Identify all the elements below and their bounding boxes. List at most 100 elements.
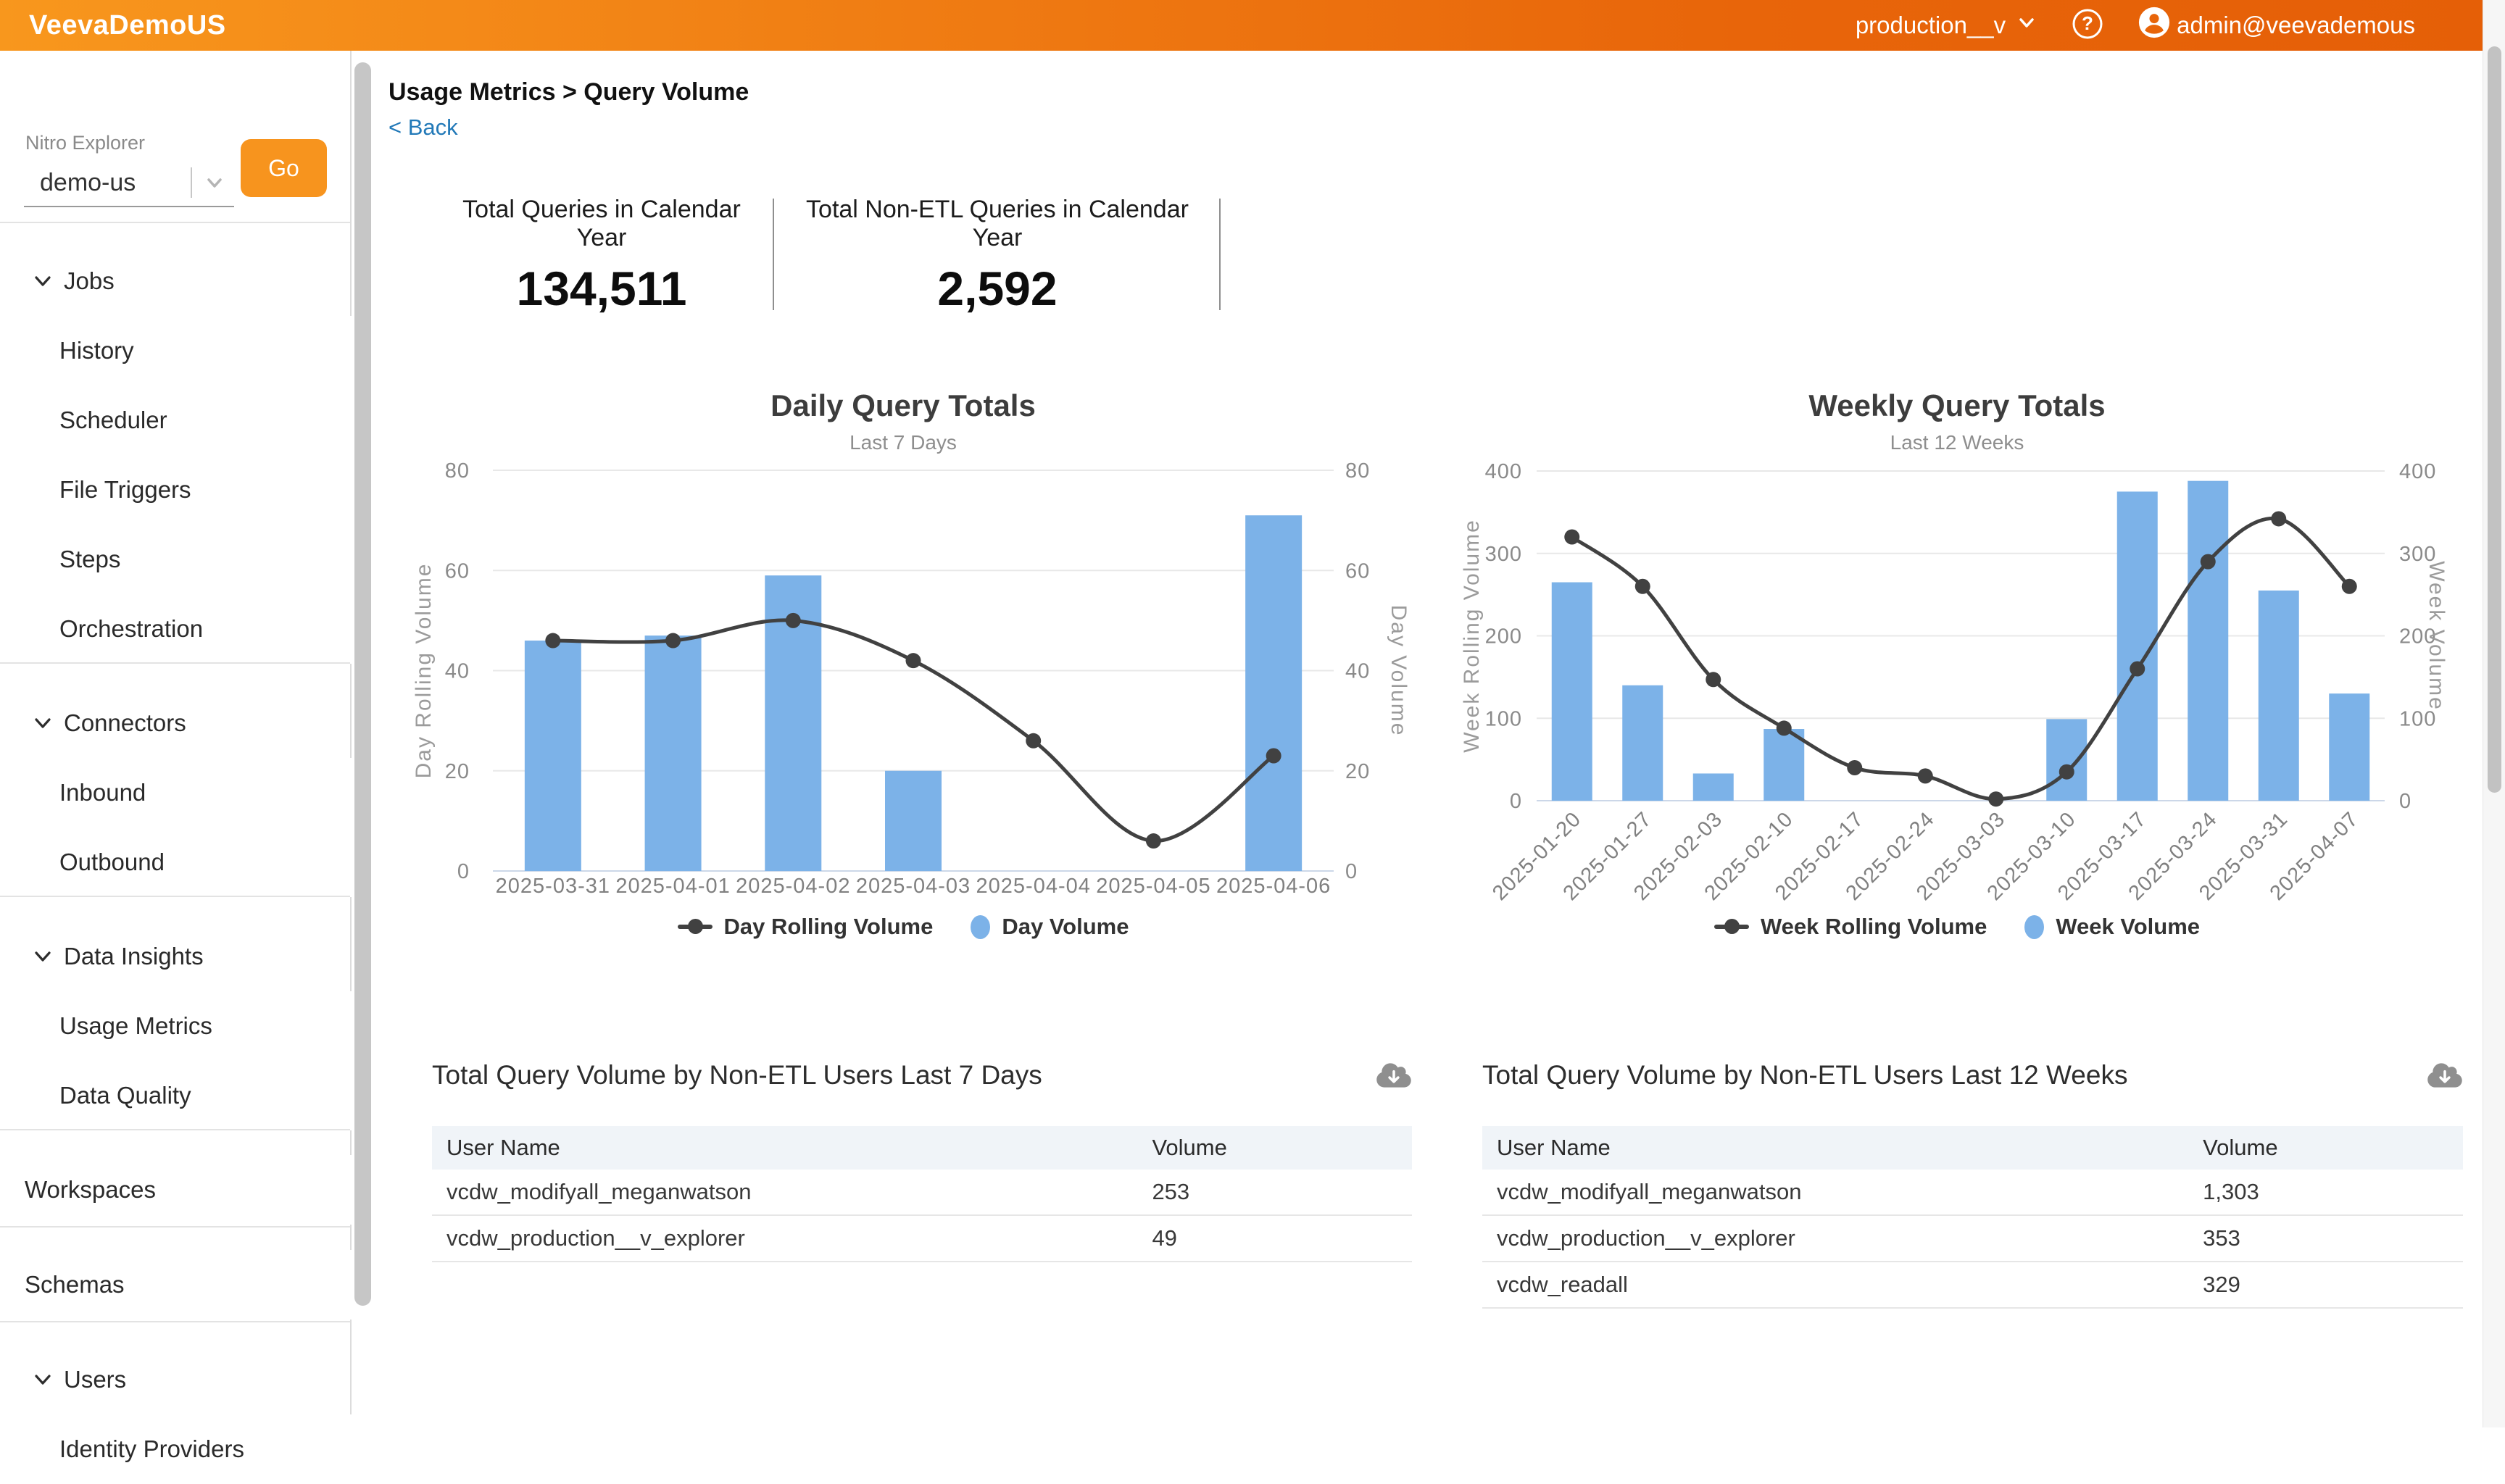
download-button[interactable]: [2427, 1062, 2463, 1089]
column-header-user-name: User Name: [432, 1126, 1138, 1170]
line-point-2025-04-05[interactable]: [1145, 833, 1161, 849]
sidebar-item-schemas[interactable]: Schemas: [0, 1250, 375, 1320]
stat-divider: [1219, 199, 1221, 310]
line-point-2025-04-03[interactable]: [905, 653, 921, 669]
svg-text:0: 0: [1345, 860, 1358, 883]
line-point-2025-01-20[interactable]: [1564, 529, 1580, 545]
chevron-down-icon: [2016, 12, 2037, 39]
legend-item-week-rolling-volume[interactable]: Week Rolling Volume: [1713, 914, 1987, 940]
line-point-2025-02-10[interactable]: [1776, 720, 1792, 736]
bar-2025-03-24[interactable]: [2188, 480, 2229, 801]
help-button[interactable]: ?: [2071, 7, 2104, 44]
legend-item-day-rolling-volume[interactable]: Day Rolling Volume: [677, 914, 933, 940]
sidebar-item-label: Outbound: [59, 849, 165, 875]
sidebar-item-label: Identity Providers: [59, 1435, 244, 1462]
chevron-down-icon: [32, 712, 54, 734]
table-title: Total Query Volume by Non-ETL Users Last…: [1482, 1060, 2128, 1090]
environment-dropdown[interactable]: production__v: [1856, 12, 2037, 39]
sidebar-item-identity-providers[interactable]: Identity Providers: [0, 1414, 410, 1484]
environment-label: production__v: [1855, 12, 2006, 38]
weekly-query-totals-chart: Weekly Query Totals Last 12 Weeks 0 0 100 100…: [1450, 377, 2464, 940]
line-point-2025-04-07[interactable]: [2341, 578, 2357, 594]
sidebar-item-jobs[interactable]: Jobs: [0, 246, 350, 316]
svg-text:200: 200: [1485, 625, 1522, 649]
svg-text:300: 300: [1485, 543, 1522, 566]
volume-cell: 1,303: [2188, 1170, 2463, 1216]
svg-text:0: 0: [1510, 790, 1522, 813]
line-point-2025-03-24[interactable]: [2200, 554, 2216, 570]
bar-2025-01-27[interactable]: [1622, 685, 1663, 801]
bar-2025-04-03[interactable]: [885, 770, 942, 871]
line-point-2025-04-01[interactable]: [665, 633, 681, 649]
line-point-2025-02-24[interactable]: [1917, 768, 1933, 784]
line-point-2025-04-04[interactable]: [1026, 733, 1042, 749]
sidebar-item-label: Workspaces: [25, 1176, 156, 1203]
line-point-2025-03-31[interactable]: [2271, 511, 2287, 527]
sidebar-divider: [0, 1129, 350, 1130]
daily-chart-legend: Day Rolling Volume Day Volume: [389, 914, 1418, 940]
sidebar-item-users[interactable]: Users: [0, 1345, 350, 1414]
line-point-2025-03-03[interactable]: [1988, 791, 2004, 807]
line-point-2025-03-17[interactable]: [2130, 661, 2145, 677]
user-name-cell: vcdw_production__v_explorer: [432, 1215, 1138, 1262]
sidebar-item-history[interactable]: History: [0, 316, 410, 385]
sidebar-item-usage-metrics[interactable]: Usage Metrics: [0, 991, 410, 1061]
bar-2025-03-31[interactable]: [524, 641, 581, 871]
line-point-2025-02-03[interactable]: [1706, 672, 1721, 688]
bar-2025-02-10[interactable]: [1764, 729, 1805, 801]
download-button[interactable]: [1376, 1062, 1412, 1089]
sidebar-item-orchestration[interactable]: Orchestration: [0, 594, 410, 664]
sidebar-item-steps[interactable]: Steps: [0, 525, 410, 594]
sidebar-item-label: Jobs: [64, 267, 115, 294]
legend-item-day-volume[interactable]: Day Volume: [971, 914, 1129, 940]
chevron-down-icon: [202, 170, 227, 195]
line-point-2025-04-06[interactable]: [1266, 748, 1281, 764]
sidebar-item-workspaces[interactable]: Workspaces: [0, 1155, 375, 1225]
line-point-2025-04-02[interactable]: [785, 612, 801, 628]
legend-item-week-volume[interactable]: Week Volume: [2024, 914, 2200, 940]
bar-2025-04-07[interactable]: [2329, 693, 2370, 801]
back-link[interactable]: < Back: [389, 114, 458, 140]
volume-cell: 353: [2188, 1215, 2463, 1262]
line-point-2025-01-27[interactable]: [1634, 578, 1650, 594]
bar-2025-04-06[interactable]: [1245, 515, 1303, 871]
svg-text:2025-04-06: 2025-04-06: [1216, 875, 1331, 898]
column-header-user-name: User Name: [1482, 1126, 2189, 1170]
sidebar-item-inbound[interactable]: Inbound: [0, 758, 410, 828]
svg-text:2025-04-03: 2025-04-03: [856, 875, 971, 898]
sidebar-item-data-insights[interactable]: Data Insights: [0, 922, 350, 991]
line-point-2025-03-31[interactable]: [545, 633, 561, 649]
svg-text:Last 7 Days: Last 7 Days: [849, 431, 957, 454]
sidebar-item-outbound[interactable]: Outbound: [0, 828, 410, 897]
go-button[interactable]: Go: [241, 139, 327, 197]
explorer-select[interactable]: demo-us: [24, 159, 234, 207]
sidebar-divider: [0, 1321, 350, 1322]
bar-2025-03-31[interactable]: [2258, 590, 2299, 801]
line-point-2025-03-10[interactable]: [2059, 764, 2074, 780]
daily-query-totals-chart: Daily Query Totals Last 7 Days 0 0 20 20 40 40 6…: [389, 377, 1418, 940]
svg-text:2025-03-31: 2025-03-31: [496, 875, 610, 898]
line-point-2025-02-17[interactable]: [1847, 760, 1863, 775]
sidebar-scrollbar-thumb[interactable]: [354, 62, 371, 1306]
page-scrollbar-track[interactable]: [2483, 0, 2505, 1427]
sidebar-item-scheduler[interactable]: Scheduler: [0, 385, 410, 455]
stat-label: Total Queries in Calendar Year: [462, 196, 741, 251]
sidebar-item-connectors[interactable]: Connectors: [0, 688, 350, 758]
svg-text:60: 60: [1345, 559, 1370, 583]
sidebar-item-label: Data Insights: [64, 943, 204, 970]
table-card-12-weeks: Total Query Volume by Non-ETL Users Last…: [1482, 1052, 2463, 1309]
page-scrollbar-thumb[interactable]: [2488, 46, 2501, 793]
bar-2025-04-01[interactable]: [644, 635, 702, 871]
bar-2025-01-20[interactable]: [1551, 582, 1592, 801]
sidebar-item-file-triggers[interactable]: File Triggers: [0, 455, 410, 525]
bar-2025-02-03[interactable]: [1692, 773, 1734, 801]
legend-label: Week Rolling Volume: [1760, 914, 1987, 939]
svg-text:Last 12 Weeks: Last 12 Weeks: [1890, 431, 2024, 454]
bar-2025-03-10[interactable]: [2046, 719, 2088, 801]
sidebar-item-label: Orchestration: [59, 615, 204, 642]
svg-text:400: 400: [1485, 460, 1522, 483]
user-menu[interactable]: admin@veevademous: [2138, 6, 2415, 45]
table-row: vcdw_modifyall_meganwatson 1,303: [1482, 1170, 2463, 1216]
non-etl-users-7-days-table: User Name Volume vcdw_modifyall_meganwat…: [432, 1126, 1412, 1262]
sidebar-item-data-quality[interactable]: Data Quality: [0, 1061, 410, 1130]
